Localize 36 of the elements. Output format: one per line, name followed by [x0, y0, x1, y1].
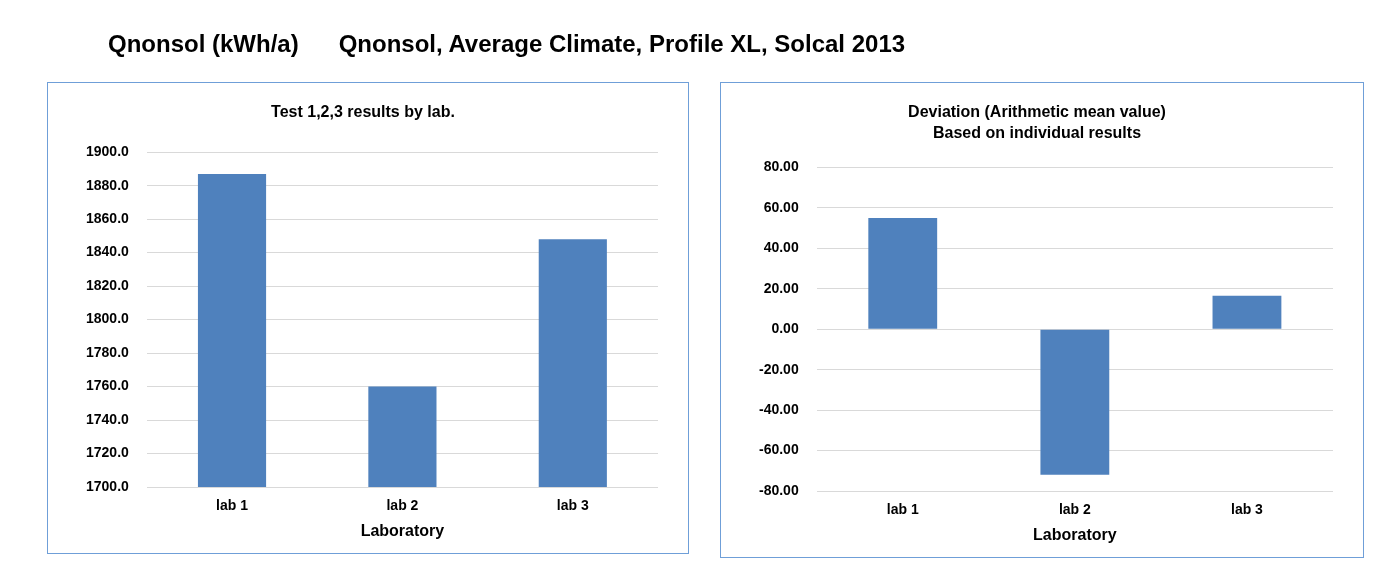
y-tick-label: -80.00	[758, 481, 799, 498]
y-tick-label: 1840.0	[85, 243, 130, 260]
text: Qnonsol (kWh/a)	[108, 30, 299, 57]
y-tick-label: -40.00	[758, 400, 799, 417]
x-tick-label: lab 3	[1231, 501, 1264, 518]
y-tick-label: 1760.0	[85, 377, 130, 394]
x-tick-label: lab 3	[556, 497, 589, 514]
y-tick-label: 80.00	[763, 158, 799, 175]
y-tick-label: 1860.0	[85, 210, 130, 227]
x-axis-title: Laboratory	[1033, 525, 1117, 543]
bar	[1040, 329, 1110, 475]
y-tick-label: 1900.0	[85, 143, 130, 160]
y-tick-label: 40.00	[763, 239, 799, 256]
x-axis-title: Laboratory	[360, 521, 445, 539]
chart-title: Test 1,2,3 results by lab.	[271, 103, 455, 121]
y-tick-label: 1780.0	[85, 343, 130, 360]
y-tick-label: -20.00	[758, 360, 799, 377]
chart-title: Deviation (Arithmetic mean value)	[908, 103, 1166, 121]
chart-subtitle: Based on individual results	[932, 124, 1142, 142]
y-tick-label: 1740.0	[85, 410, 130, 427]
y-tick-label: 1720.0	[85, 444, 130, 461]
bar	[868, 217, 938, 329]
x-tick-label: lab 1	[886, 501, 919, 518]
bar	[1212, 295, 1282, 329]
x-tick-label: lab 2	[386, 497, 419, 514]
y-tick-label: -60.00	[758, 441, 799, 458]
x-tick-label: lab 2	[1058, 501, 1092, 518]
y-tick-label: 1820.0	[85, 276, 130, 293]
y-tick-label: 0.00	[771, 320, 799, 337]
y-tick-label: 20.00	[763, 279, 799, 296]
y-tick-label: 60.00	[763, 198, 799, 215]
y-tick-label: 1880.0	[85, 176, 130, 193]
y-tick-label: 1700.0	[85, 477, 130, 494]
x-tick-label: lab 1	[216, 497, 249, 514]
text: Qnonsol, Average Climate, Profile XL, Solcal 2013	[338, 30, 906, 57]
y-tick-label: 1800.0	[85, 310, 130, 327]
